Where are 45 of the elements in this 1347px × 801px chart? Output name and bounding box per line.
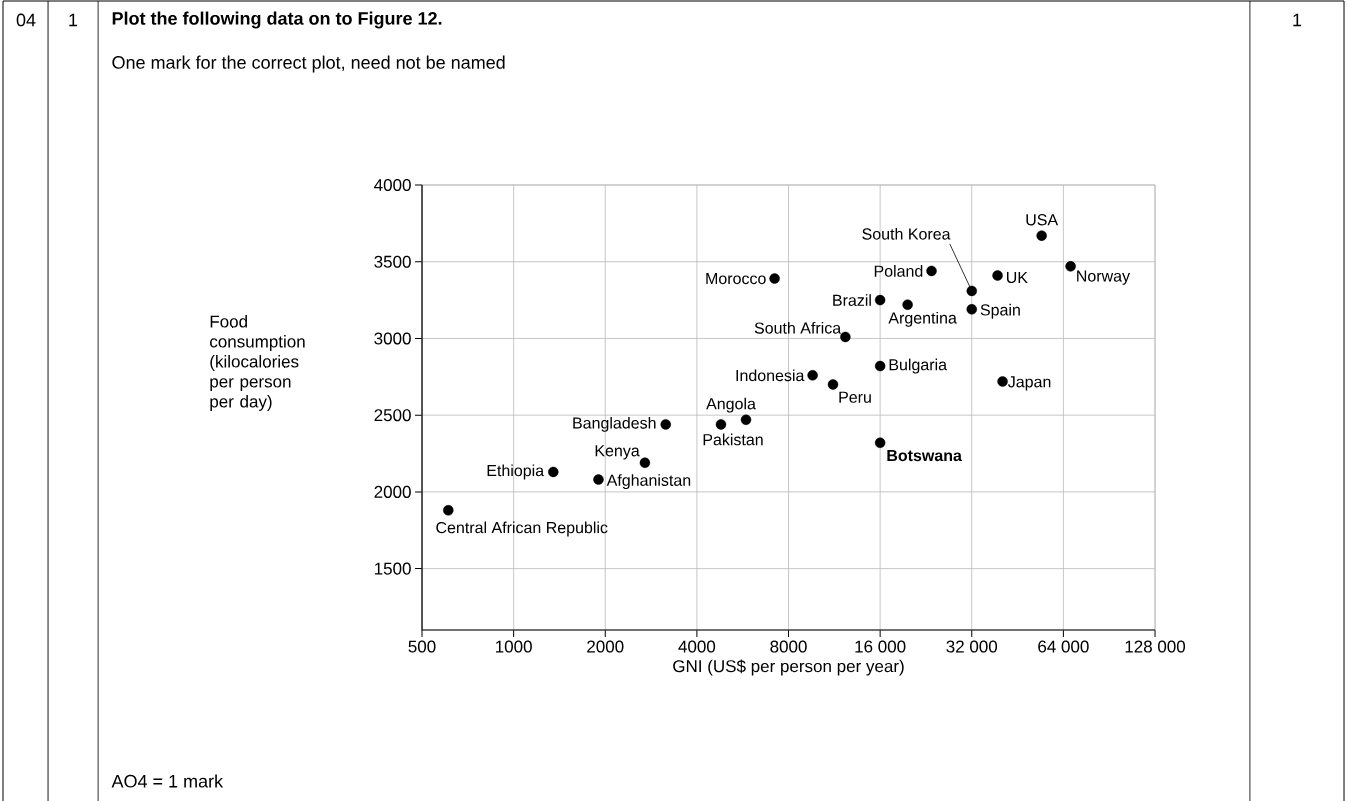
text: 04 <box>16 13 36 27</box>
text: Plot the following data on to Figure 12. <box>112 11 442 29</box>
annotation: Angola <box>706 397 756 413</box>
annotation: Bangladesh <box>573 416 656 432</box>
x-tick-label: 128 000 <box>1125 640 1186 653</box>
annotation: Afghanistan <box>606 474 691 490</box>
chart-subtitle: One mark for the correct plot, need not be named <box>112 55 505 73</box>
annotation: Indonesia <box>736 369 805 382</box>
y-tick-label: 2000 <box>374 485 411 498</box>
x-tick-label: 4000 <box>678 640 716 653</box>
annotation: Poland <box>874 265 923 277</box>
annotation: Brazil <box>833 294 871 306</box>
annotation: UK <box>1006 271 1028 284</box>
annotation: Peru <box>839 391 871 403</box>
x-tick-label: 1000 <box>496 640 532 653</box>
y-tick-label: 4000 <box>374 178 411 192</box>
x-tick-label: 64 000 <box>1038 640 1089 653</box>
annotation: Central African Republic <box>436 521 608 537</box>
text: 1 <box>69 13 78 27</box>
y-tick-label: 3500 <box>374 255 411 268</box>
y-tick-label: 1500 <box>374 562 411 575</box>
annotation: Spain <box>980 303 1020 319</box>
text: AO4 = 1 mark <box>111 774 224 788</box>
annotation: South Korea <box>862 227 951 240</box>
annotation: Botswana <box>887 449 963 462</box>
x-tick-label: 2000 <box>587 640 624 653</box>
annotation: Argentina <box>888 311 957 327</box>
y-axis-title: Food consumption (kilocalories per person per day) <box>210 315 305 411</box>
y-tick-label: 2500 <box>374 409 411 422</box>
annotation: Norway <box>1077 270 1131 285</box>
annotation: Ethiopia <box>487 464 545 480</box>
x-tick-label: 16 000 <box>855 640 906 653</box>
annotation: USA <box>1026 214 1059 226</box>
x-tick-label: 32 000 <box>946 640 998 653</box>
annotation: South Africa <box>754 321 842 334</box>
annotation: Japan <box>1008 376 1051 391</box>
annotation: Bulgaria <box>889 358 948 374</box>
y-tick-label: 3000 <box>374 332 411 345</box>
x-tick-label: 8000 <box>770 640 807 653</box>
annotation: Kenya <box>595 445 640 460</box>
annotation: Morocco <box>706 273 766 285</box>
x-tick-label: 500 <box>408 640 436 653</box>
annotation: Pakistan <box>703 433 763 446</box>
x-axis-title: GNI (US$ per person per year) <box>673 659 904 676</box>
text: 1 <box>1293 13 1302 27</box>
